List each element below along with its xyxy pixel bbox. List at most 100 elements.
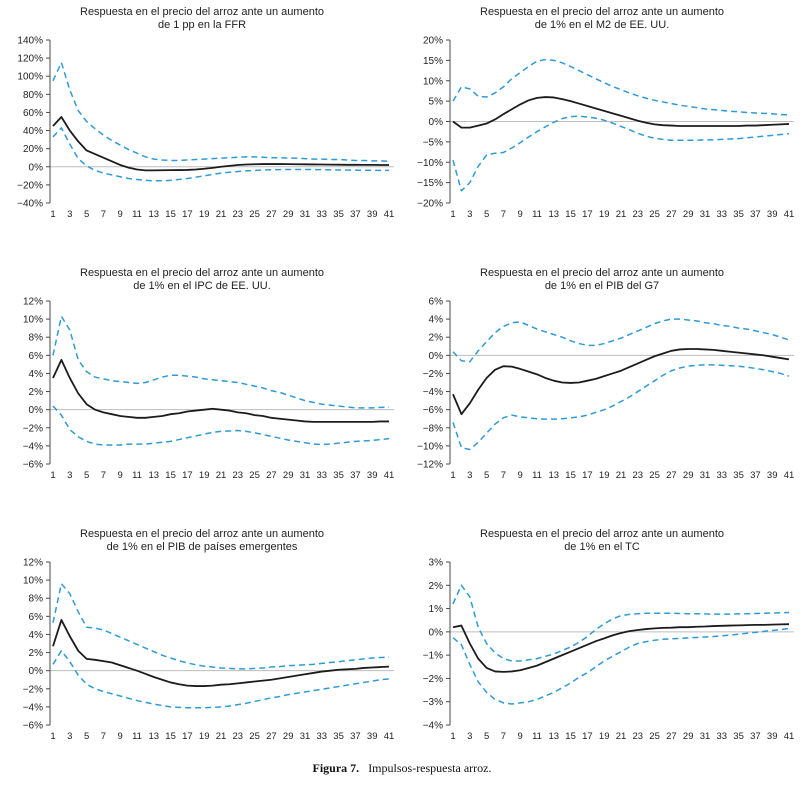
x-tick-label: 17 (582, 209, 593, 220)
series-banda-superior-line (452, 58, 790, 116)
x-tick-label: 39 (767, 209, 778, 220)
x-tick-label: 3 (67, 731, 72, 742)
y-tick-label: −20% (417, 199, 443, 210)
x-tick-label: 3 (467, 731, 472, 742)
x-tick-label: 11 (532, 209, 542, 220)
x-tick-label: 33 (717, 731, 728, 742)
x-tick-label: 9 (518, 731, 523, 742)
y-tick-label: 0% (29, 666, 44, 677)
y-tick-label: 4% (29, 630, 44, 641)
x-tick-label: 31 (300, 209, 311, 220)
x-tick-label: 35 (733, 470, 744, 481)
y-tick-label: 10% (23, 576, 43, 587)
y-tick-label: 15% (423, 56, 443, 67)
x-tick-label: 11 (132, 209, 142, 220)
x-tick-label: 5 (484, 731, 489, 742)
x-tick-label: 23 (233, 209, 244, 220)
x-tick-label: 11 (132, 470, 142, 481)
y-tick-label: 100% (17, 72, 43, 83)
x-tick-label: 19 (199, 731, 210, 742)
x-tick-label: 5 (84, 470, 89, 481)
chart-ffr: Respuesta en el precio del arroz ante un… (2, 6, 402, 223)
figure-page: Respuesta en el precio del arroz ante un… (2, 6, 802, 776)
y-tick-label: −15% (417, 178, 443, 189)
y-tick-label: 120% (17, 54, 43, 65)
y-tick-label: −4% (23, 702, 43, 713)
x-tick-label: 13 (549, 731, 560, 742)
chart-ipc: Respuesta en el precio del arroz ante un… (2, 267, 402, 484)
x-tick-label: 29 (683, 209, 694, 220)
x-tick-label: 35 (333, 731, 344, 742)
x-tick-label: 25 (249, 731, 260, 742)
x-tick-label: 9 (118, 209, 123, 220)
y-tick-label: 12% (23, 297, 43, 308)
x-tick-label: 35 (333, 470, 344, 481)
figure-caption: Figura 7. Impulsos-respuesta arroz. (2, 761, 802, 776)
y-tick-label: 4% (29, 369, 44, 380)
y-tick-label: 3% (429, 558, 444, 569)
x-tick-label: 37 (350, 470, 361, 481)
chart-title-line2: de 1% en el M2 de EE. UU. (534, 19, 670, 31)
chart-m2: Respuesta en el precio del arroz ante un… (402, 6, 802, 223)
x-tick-label: 13 (149, 731, 160, 742)
y-tick-label: −40% (17, 199, 43, 210)
x-tick-label: 23 (233, 731, 244, 742)
x-tick-label: 27 (266, 209, 277, 220)
y-tick-label: 1% (429, 604, 444, 615)
y-tick-label: 5% (429, 97, 444, 108)
y-tick-label: 2% (29, 387, 44, 398)
x-tick-label: 25 (649, 470, 660, 481)
y-tick-label: 6% (29, 612, 44, 623)
series-banda-superior-line (52, 61, 390, 163)
chart-title-line2: de 1 pp en la FFR (157, 19, 247, 31)
x-tick-label: 39 (367, 731, 378, 742)
x-tick-label: 7 (501, 470, 506, 481)
x-tick-label: 29 (283, 470, 294, 481)
caption-text: Impulsos-respuesta arroz. (368, 761, 492, 775)
x-tick-label: 25 (249, 209, 260, 220)
x-tick-label: 37 (350, 209, 361, 220)
x-tick-label: 21 (216, 731, 227, 742)
series-banda-inferior-line (452, 627, 790, 705)
x-tick-label: 25 (249, 470, 260, 481)
y-tick-label: −1% (423, 651, 443, 662)
x-tick-label: 25 (649, 731, 660, 742)
x-tick-label: 17 (582, 470, 593, 481)
x-tick-label: 7 (501, 209, 506, 220)
chart-title-line1: Respuesta en el precio del arroz ante un… (80, 528, 324, 540)
y-tick-label: 40% (23, 126, 43, 137)
y-tick-label: −2% (23, 423, 43, 434)
y-tick-label: −4% (423, 721, 443, 732)
x-tick-label: 3 (467, 470, 472, 481)
x-tick-label: 33 (317, 470, 328, 481)
x-tick-label: 11 (532, 731, 542, 742)
x-tick-label: 33 (317, 731, 328, 742)
x-tick-label: 39 (767, 731, 778, 742)
x-tick-label: 41 (384, 731, 395, 742)
x-tick-label: 29 (283, 731, 294, 742)
series-respuesta-line (452, 96, 790, 129)
y-tick-label: 140% (17, 36, 43, 47)
x-tick-label: 21 (216, 209, 227, 220)
y-tick-label: 0% (429, 351, 444, 362)
x-tick-label: 41 (384, 470, 395, 481)
y-tick-label: 6% (29, 351, 44, 362)
y-tick-label: 2% (429, 333, 444, 344)
chart-ffr-title: Respuesta en el precio del arroz ante un… (2, 6, 402, 32)
x-tick-label: 39 (367, 209, 378, 220)
x-tick-label: 9 (118, 470, 123, 481)
x-tick-label: 9 (518, 209, 523, 220)
x-tick-label: 1 (450, 731, 455, 742)
chart-title-line2: de 1% en el TC (564, 541, 640, 553)
chart-tc-plot: 3%2%1%0%−1%−2%−3%−4%1 3 5 7 9 11 13 15 17 19 21 23 2… (423, 558, 795, 743)
chart-pib-emergentes: Respuesta en el precio del arroz ante un… (2, 528, 402, 745)
x-tick-label: 29 (283, 209, 294, 220)
x-tick-label: 27 (666, 731, 677, 742)
series-respuesta-line (452, 348, 790, 416)
x-tick-label: 5 (484, 209, 489, 220)
chart-ipc-plot: 12%10%8%6%4%2%0%−2%−4%−6%1 3 5 7 9 11 13 15 17 19… (23, 297, 395, 482)
y-tick-label: 10% (423, 76, 443, 87)
x-tick-label: 7 (101, 470, 106, 481)
chart-title-line2: de 1% en el IPC de EE. UU. (133, 280, 271, 292)
x-tick-label: 33 (717, 470, 728, 481)
